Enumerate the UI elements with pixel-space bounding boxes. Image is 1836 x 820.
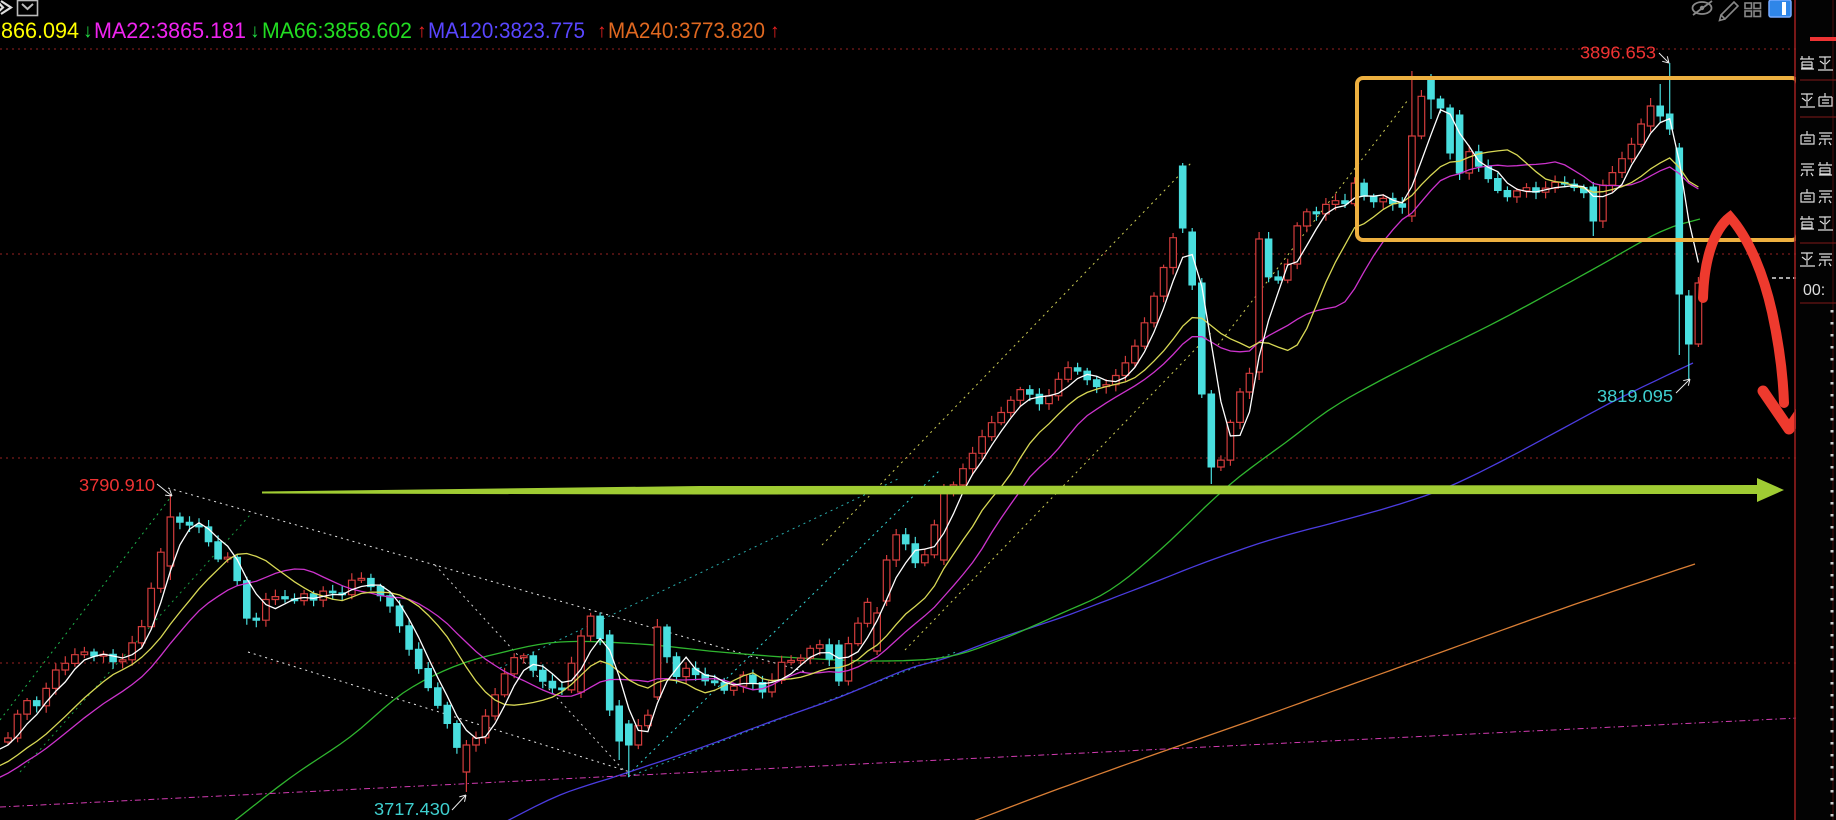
svg-text:00:: 00:	[1803, 282, 1825, 299]
svg-text:↓: ↓	[83, 21, 93, 42]
svg-text:3819.095: 3819.095	[1597, 386, 1673, 406]
svg-text:MA22:3865.181: MA22:3865.181	[94, 18, 246, 43]
svg-text:3790.910: 3790.910	[79, 475, 155, 495]
svg-text:3717.430: 3717.430	[374, 799, 450, 819]
svg-text:↑: ↑	[417, 21, 427, 42]
svg-text:3896.653: 3896.653	[1580, 43, 1656, 63]
svg-text:3866.094: 3866.094	[0, 18, 79, 43]
svg-text:MA120:3823.775: MA120:3823.775	[428, 18, 585, 43]
svg-text:↓: ↓	[250, 21, 260, 42]
svg-text:↑: ↑	[770, 21, 780, 42]
svg-text:↑: ↑	[597, 21, 607, 42]
svg-text:MA66:3858.602: MA66:3858.602	[262, 18, 412, 43]
svg-text:MA240:3773.820: MA240:3773.820	[608, 18, 765, 43]
